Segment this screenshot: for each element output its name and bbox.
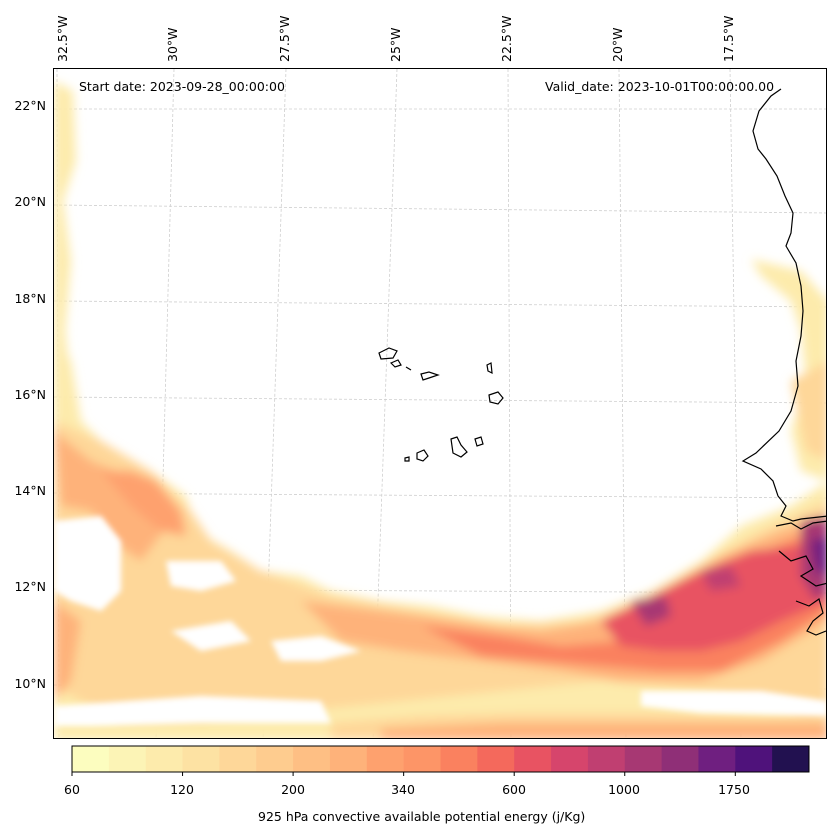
lon-label-30w: 30°W	[165, 27, 180, 62]
map-panel: Start date: 2023-09-28_00:00:00 Valid_da…	[53, 68, 827, 739]
lat-label-12n: 12°N	[14, 579, 46, 594]
colorbar-swatch	[108, 746, 147, 772]
colorbar-swatch	[182, 746, 220, 772]
lon-label-20w: 20°W	[610, 27, 625, 62]
lat-label-22n: 22°N	[14, 98, 46, 113]
lon-label-25w: 25°W	[388, 27, 403, 62]
colorbar-tick-120: 120	[170, 782, 194, 797]
lat-label-10n: 10°N	[14, 676, 46, 691]
colorbar-swatch	[514, 746, 552, 772]
colorbar-swatch	[256, 746, 294, 772]
coastlines	[378, 88, 826, 636]
cape-field-map	[54, 69, 826, 738]
colorbar-swatch	[440, 746, 478, 772]
colorbar-tick-600: 600	[502, 782, 526, 797]
colorbar-tick-1000: 1000	[608, 782, 640, 797]
lat-label-16n: 16°N	[14, 387, 46, 402]
lon-label-17-5w: 17.5°W	[721, 15, 736, 62]
no-data-gaps	[54, 516, 826, 726]
lon-label-27-5w: 27.5°W	[277, 15, 292, 62]
colorbar-swatch	[772, 746, 810, 772]
colorbar-swatch	[587, 746, 626, 772]
colorbar-tick-1750: 1750	[718, 782, 750, 797]
colorbar-swatch	[366, 746, 405, 772]
colorbar-swatch	[551, 746, 589, 772]
colorbar-swatch	[624, 746, 663, 772]
lon-label-22-5w: 22.5°W	[499, 15, 514, 62]
colorbar-swatch	[219, 746, 257, 772]
colorbar-swatch	[403, 746, 441, 772]
colorbar-swatch	[293, 746, 331, 772]
lat-label-18n: 18°N	[14, 291, 46, 306]
lon-label-32-5w: 32.5°W	[55, 15, 70, 62]
valid-date-label: Valid_date: 2023-10-01T00:00:00.00	[545, 79, 775, 94]
start-date-label: Start date: 2023-09-28_00:00:00	[79, 79, 285, 94]
colorbar-swatch	[72, 746, 110, 772]
colorbar-swatch	[477, 746, 515, 772]
colorbar-title: 925 hPa convective available potential e…	[258, 809, 586, 824]
colorbar-swatch	[698, 746, 736, 772]
colorbar-tick-340: 340	[391, 782, 415, 797]
colorbar-tick-200: 200	[281, 782, 305, 797]
lat-label-14n: 14°N	[14, 483, 46, 498]
colorbar-swatch	[145, 746, 184, 772]
colorbar-frame	[71, 745, 810, 773]
cape-field	[54, 81, 826, 738]
lat-label-20n: 20°N	[14, 194, 46, 209]
colorbar-swatch	[735, 746, 773, 772]
colorbar-swatch	[329, 746, 368, 772]
colorbar-tick-60: 60	[64, 782, 80, 797]
colorbar-swatch	[661, 746, 699, 772]
